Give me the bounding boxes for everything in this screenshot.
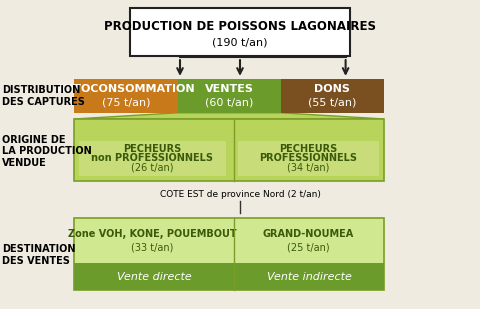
- FancyBboxPatch shape: [178, 79, 281, 113]
- FancyBboxPatch shape: [74, 119, 384, 181]
- Text: VENTES: VENTES: [205, 84, 253, 94]
- Text: (25 t/an): (25 t/an): [287, 243, 330, 253]
- FancyBboxPatch shape: [79, 141, 226, 176]
- FancyBboxPatch shape: [74, 218, 384, 290]
- Text: (60 t/an): (60 t/an): [205, 98, 253, 108]
- Text: PECHEURS: PECHEURS: [123, 144, 181, 154]
- FancyBboxPatch shape: [79, 221, 226, 261]
- Text: (190 t/an): (190 t/an): [212, 37, 268, 47]
- Text: non PROFESSIONNELS: non PROFESSIONNELS: [91, 153, 214, 163]
- Text: Zone VOH, KONE, POUEMBOUT: Zone VOH, KONE, POUEMBOUT: [68, 229, 237, 239]
- Text: DESTINATION
DES VENTES: DESTINATION DES VENTES: [2, 244, 76, 266]
- Text: PROFESSIONNELS: PROFESSIONNELS: [259, 153, 358, 163]
- Text: DONS: DONS: [314, 84, 350, 94]
- FancyBboxPatch shape: [74, 263, 234, 290]
- Text: Vente indirecte: Vente indirecte: [267, 272, 351, 281]
- FancyBboxPatch shape: [238, 221, 379, 261]
- Text: AUTOCONSOMMATION: AUTOCONSOMMATION: [57, 84, 195, 94]
- FancyBboxPatch shape: [130, 8, 350, 56]
- FancyBboxPatch shape: [234, 263, 384, 290]
- Text: DISTRIBUTION
DES CAPTURES: DISTRIBUTION DES CAPTURES: [2, 85, 85, 107]
- Text: (75 t/an): (75 t/an): [102, 98, 150, 108]
- Text: GRAND-NOUMEA: GRAND-NOUMEA: [263, 229, 354, 239]
- FancyBboxPatch shape: [74, 79, 178, 113]
- Text: PRODUCTION DE POISSONS LAGONAIRES: PRODUCTION DE POISSONS LAGONAIRES: [104, 20, 376, 33]
- Text: Vente directe: Vente directe: [117, 272, 192, 281]
- Text: (33 t/an): (33 t/an): [131, 243, 174, 253]
- FancyBboxPatch shape: [238, 141, 379, 176]
- Polygon shape: [74, 113, 384, 119]
- Text: (26 t/an): (26 t/an): [131, 163, 174, 173]
- FancyBboxPatch shape: [281, 79, 384, 113]
- Text: COTE EST de province Nord (2 t/an): COTE EST de province Nord (2 t/an): [159, 190, 321, 199]
- Text: PECHEURS: PECHEURS: [279, 144, 337, 154]
- Text: (55 t/an): (55 t/an): [308, 98, 357, 108]
- Text: (34 t/an): (34 t/an): [287, 163, 330, 173]
- Text: ORIGINE DE
LA PRODUCTION
VENDUE: ORIGINE DE LA PRODUCTION VENDUE: [2, 135, 92, 168]
